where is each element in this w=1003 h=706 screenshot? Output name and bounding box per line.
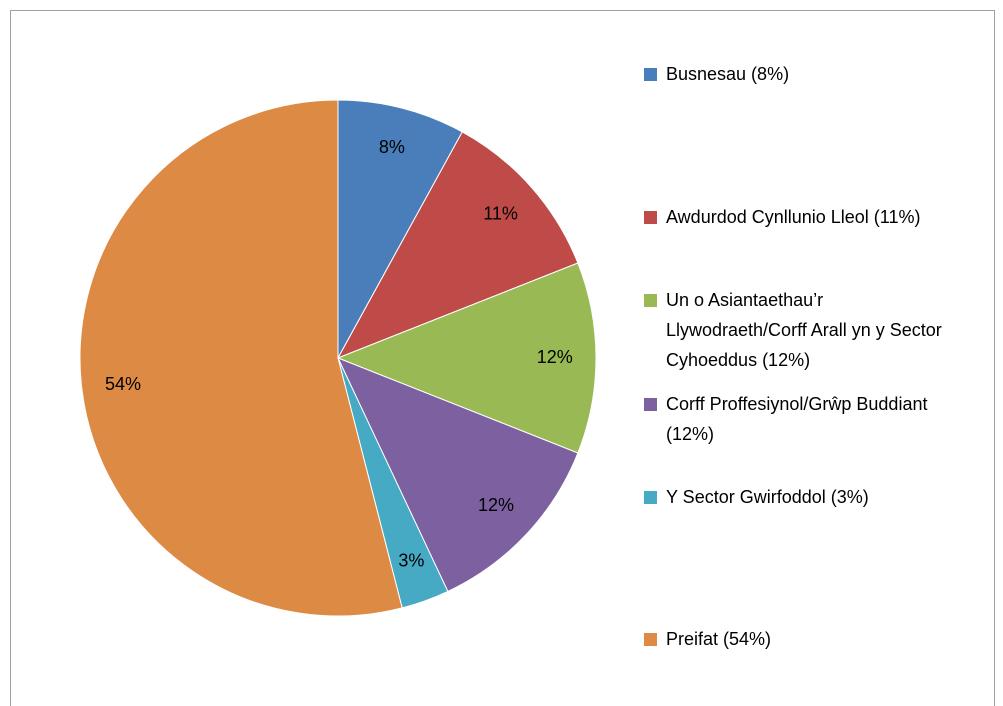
legend-label: Y Sector Gwirfoddol (3%) bbox=[666, 487, 869, 507]
data-label: 3% bbox=[398, 551, 424, 571]
legend-label: Awdurdod Cynllunio Lleol (11%) bbox=[666, 207, 920, 227]
data-label: 8% bbox=[379, 137, 405, 157]
pie-slice bbox=[337, 99, 463, 359]
legend-label: Busnesau (8%) bbox=[666, 64, 789, 84]
data-label: 11% bbox=[483, 203, 518, 223]
pie-slice bbox=[336, 262, 597, 454]
legend-swatch bbox=[644, 633, 657, 646]
data-label: 12% bbox=[537, 347, 573, 367]
legend-label: Un o Asiantaethau’r Llywodraeth/Corff Ar… bbox=[666, 290, 947, 370]
data-label: 54% bbox=[105, 374, 141, 394]
legend-swatch bbox=[644, 294, 657, 307]
pie-slice bbox=[336, 131, 579, 359]
legend-swatch bbox=[644, 68, 657, 81]
data-label: 12% bbox=[478, 495, 514, 515]
legend-label: Corff Proffesiynol/Grŵp Buddiant (12%) bbox=[666, 394, 932, 444]
legend-label: Preifat (54%) bbox=[666, 629, 771, 649]
legend-swatch bbox=[644, 491, 657, 504]
pie-slice bbox=[79, 99, 403, 617]
legend-swatch bbox=[644, 211, 657, 224]
legend-swatch bbox=[644, 398, 657, 411]
pie-slice bbox=[337, 357, 579, 593]
